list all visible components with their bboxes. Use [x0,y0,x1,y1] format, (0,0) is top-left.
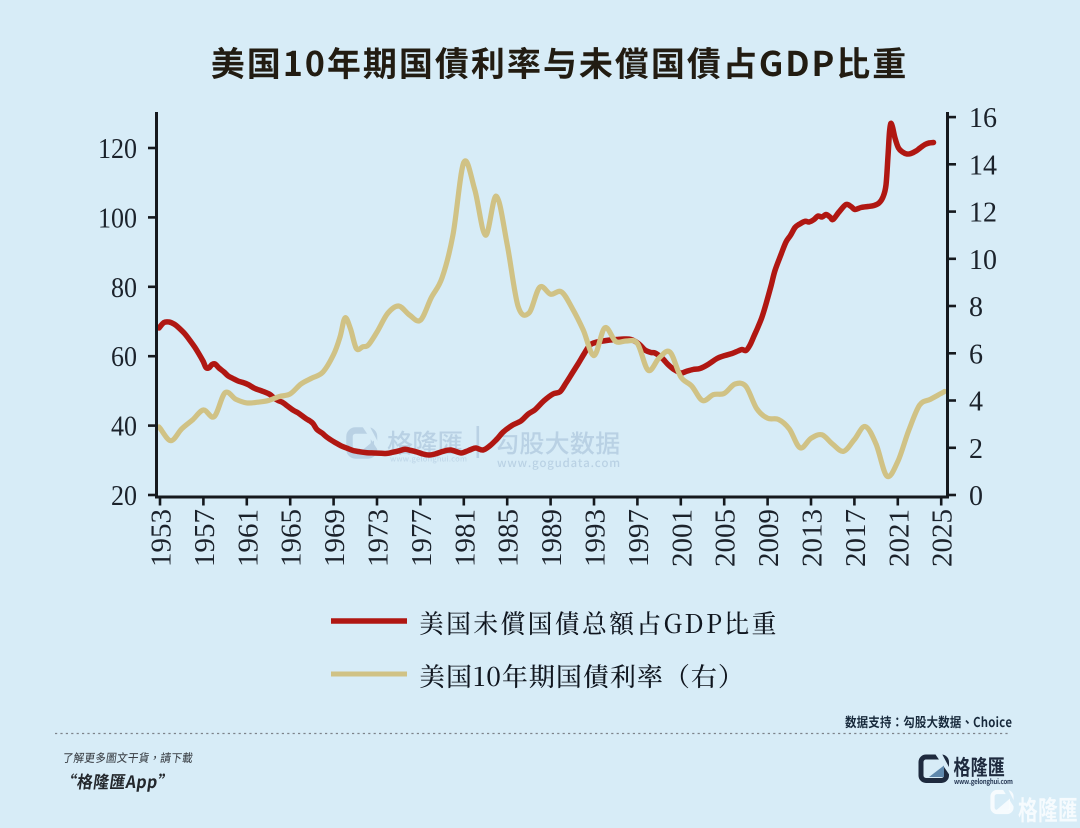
svg-text:4: 4 [969,386,983,418]
svg-text:2001: 2001 [666,509,698,567]
svg-text:1953: 1953 [146,509,178,567]
svg-text:1981: 1981 [449,509,481,567]
svg-text:1969: 1969 [319,509,351,567]
svg-text:1997: 1997 [623,509,655,567]
svg-text:1977: 1977 [406,509,438,567]
svg-text:16: 16 [969,102,997,134]
svg-text:12: 12 [969,197,997,229]
svg-text:1973: 1973 [363,509,395,567]
svg-text:1985: 1985 [493,509,525,567]
svg-text:2025: 2025 [927,509,959,567]
svg-text:1989: 1989 [536,509,568,567]
svg-text:1965: 1965 [276,509,308,567]
svg-text:1957: 1957 [189,509,221,567]
svg-text:100: 100 [98,202,137,234]
svg-text:60: 60 [111,341,137,373]
svg-text:2: 2 [969,433,983,465]
svg-text:2009: 2009 [753,509,785,567]
svg-text:0: 0 [969,480,983,512]
svg-text:8: 8 [969,291,983,323]
svg-text:1961: 1961 [232,509,264,567]
svg-text:1993: 1993 [580,509,612,567]
svg-text:10: 10 [969,244,997,276]
svg-text:20: 20 [111,480,137,512]
svg-text:2021: 2021 [883,509,915,567]
svg-text:14: 14 [969,149,997,181]
svg-text:2013: 2013 [797,509,829,567]
svg-text:6: 6 [969,338,983,370]
svg-text:80: 80 [111,272,137,304]
svg-text:40: 40 [111,411,137,443]
svg-text:120: 120 [98,133,137,165]
svg-text:2017: 2017 [840,509,872,567]
svg-text:2005: 2005 [710,509,742,567]
